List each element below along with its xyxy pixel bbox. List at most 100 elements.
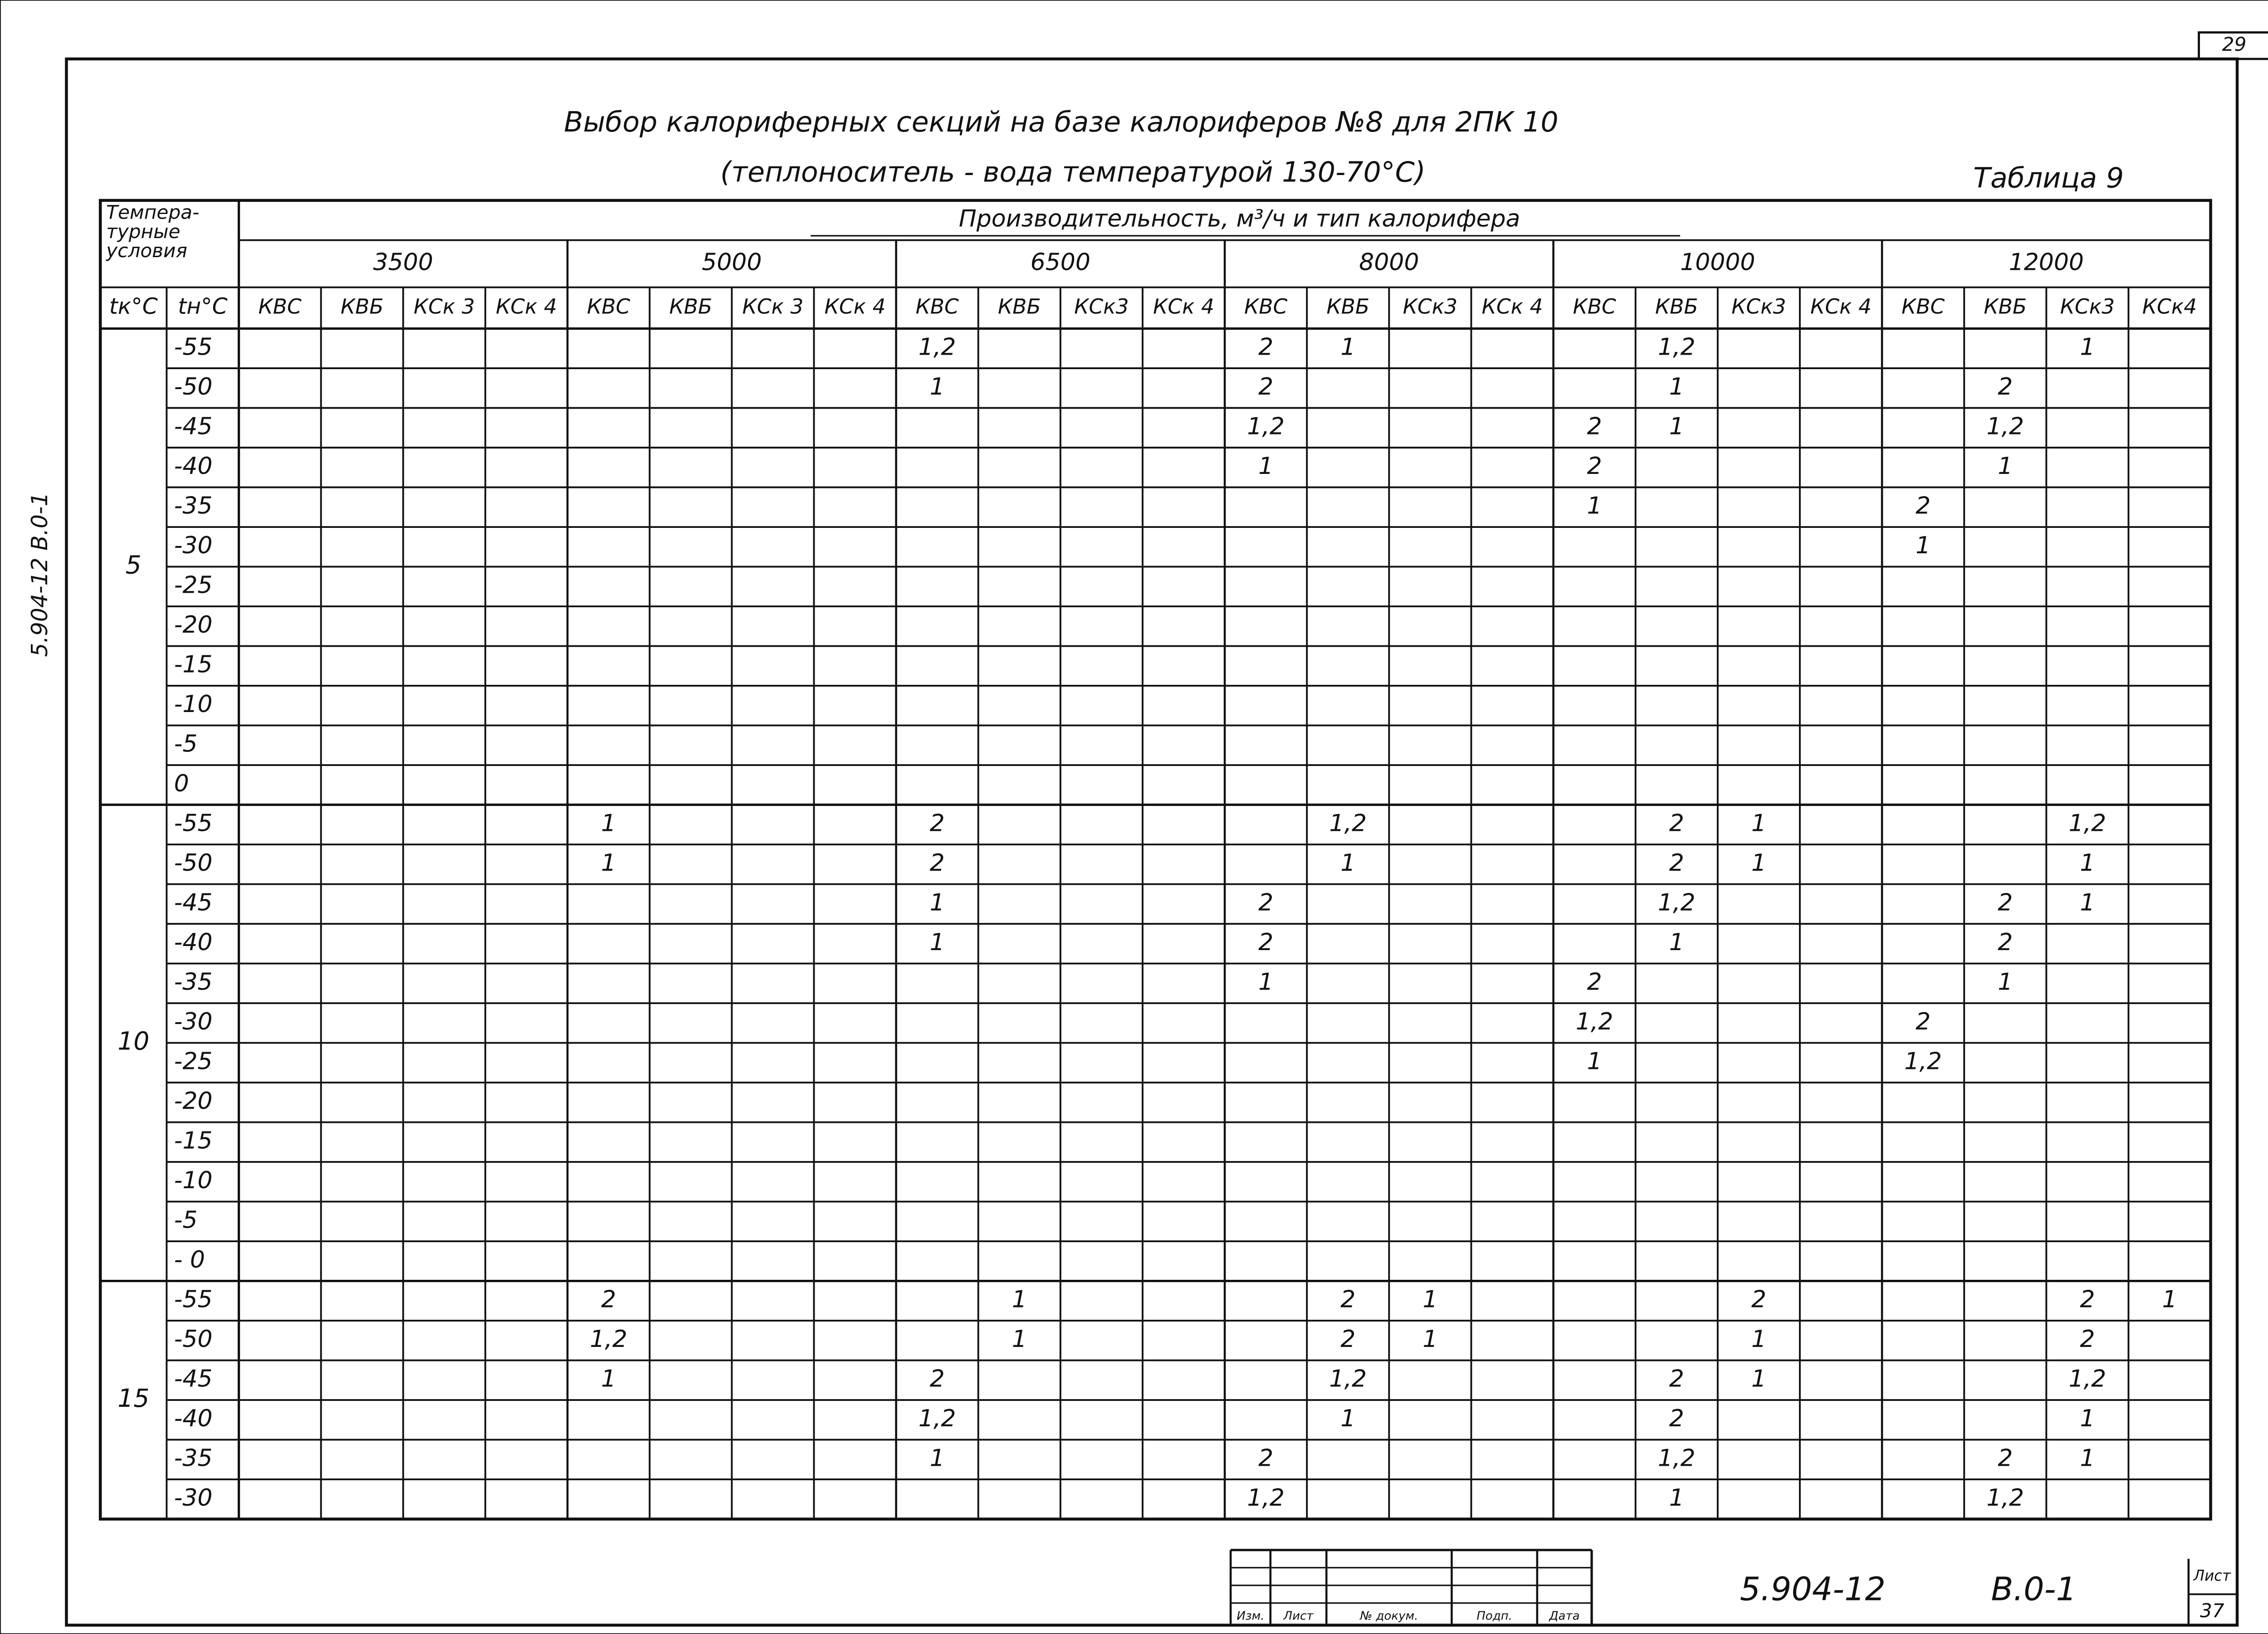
cell-value: 1,2 xyxy=(1576,1008,1613,1035)
type-header: КСк 4 xyxy=(825,295,886,319)
type-header: КВС xyxy=(587,295,630,319)
type-header: КВБ xyxy=(1984,295,2027,319)
tk-value: 10 xyxy=(117,1027,149,1056)
cell-value: 2 xyxy=(930,810,945,837)
stamp-label: № докум. xyxy=(1359,1610,1418,1623)
type-header: КВС xyxy=(1901,295,1945,319)
cell-value: 1 xyxy=(930,929,945,956)
sheet-number: 37 xyxy=(2200,1600,2224,1622)
flow-header: 8000 xyxy=(1359,249,1419,276)
tn-value: -45 xyxy=(174,413,213,440)
conditions-header: турные xyxy=(106,220,180,243)
cell-value: 1 xyxy=(1669,929,1684,956)
cell-value: 2 xyxy=(1587,453,1602,480)
table-border xyxy=(98,199,2212,1521)
page-number-box xyxy=(2198,31,2268,60)
tn-value: -35 xyxy=(174,968,213,995)
tk-value: 5 xyxy=(126,551,142,580)
cell-value: 2 xyxy=(1669,1365,1684,1392)
conditions-header: Темпера- xyxy=(106,201,199,224)
tn-value: 0 xyxy=(174,770,189,797)
tn-value: - 0 xyxy=(174,1246,205,1273)
cell-value: 1 xyxy=(1669,373,1684,400)
cell-value: 1 xyxy=(1258,968,1273,995)
cell-value: 1 xyxy=(1998,453,2013,480)
tn-value: -35 xyxy=(174,492,213,519)
stamp-label: Подп. xyxy=(1476,1610,1512,1623)
type-header: КВБ xyxy=(998,295,1041,319)
frame xyxy=(65,57,2239,1627)
cell-value: 2 xyxy=(1998,373,2013,400)
cell-value: 1,2 xyxy=(1658,333,1696,361)
cell-value: 1,2 xyxy=(1247,1484,1285,1512)
sheet-label: Лист xyxy=(2193,1567,2231,1584)
cell-value: 2 xyxy=(1751,1286,1766,1313)
type-header: КСк 4 xyxy=(1482,295,1543,319)
tn-value: -55 xyxy=(174,810,213,837)
type-header: КВБ xyxy=(341,295,384,319)
cell-value: 1 xyxy=(1340,1405,1355,1432)
type-header: КСк3 xyxy=(1074,295,1129,319)
cell-value: 1 xyxy=(1998,968,2013,995)
page-number: 29 xyxy=(2222,33,2247,55)
cell-value: 2 xyxy=(1998,929,2013,956)
table-label: Таблица 9 xyxy=(1973,161,2124,194)
doc-part: В.0-1 xyxy=(1991,1570,2076,1608)
cell-value: 1,2 xyxy=(1904,1048,1942,1075)
type-header: КВС xyxy=(259,295,302,319)
cell-value: 2 xyxy=(1258,929,1273,956)
cell-value: 1,2 xyxy=(1986,1484,2024,1512)
flow-header: 3500 xyxy=(373,249,433,276)
tn-value: -45 xyxy=(174,889,213,916)
side-code: 5.904-12 В.0-1 xyxy=(27,493,53,657)
tn-value: -50 xyxy=(174,373,213,400)
cell-value: 1 xyxy=(2080,1405,2095,1432)
capacity-header: Производительность, м³/ч и тип калорифер… xyxy=(959,205,1520,233)
tn-value: -45 xyxy=(174,1365,213,1392)
cell-value: 2 xyxy=(930,1365,945,1392)
flow-header: 6500 xyxy=(1031,249,1090,276)
doc-code: 5.904-12 xyxy=(1740,1570,1886,1608)
cell-value: 1 xyxy=(2080,889,2095,916)
conditions-header: условия xyxy=(105,239,187,262)
cell-value: 1 xyxy=(2080,333,2095,361)
cell-value: 2 xyxy=(2080,1326,2095,1353)
cell-value: 1 xyxy=(1422,1326,1437,1353)
cell-value: 1 xyxy=(1422,1286,1437,1313)
tk-header: tк°С xyxy=(109,294,158,319)
tn-value: -30 xyxy=(174,1484,213,1512)
cell-value: 1 xyxy=(601,810,616,837)
type-header: КСк 4 xyxy=(1153,295,1214,319)
cell-value: 2 xyxy=(2080,1286,2095,1313)
title: Выбор калориферных секций на базе калори… xyxy=(564,106,1558,138)
subtitle: (теплоноситель - вода температурой 130-7… xyxy=(720,156,1426,188)
tn-value: -40 xyxy=(174,453,213,480)
cell-value: 2 xyxy=(1916,1008,1931,1035)
tn-value: -15 xyxy=(174,651,213,678)
cell-value: 1 xyxy=(601,1365,616,1392)
tn-value: -35 xyxy=(174,1444,213,1472)
cell-value: 1 xyxy=(1012,1286,1027,1313)
cell-value: 2 xyxy=(1998,889,2013,916)
tn-value: -30 xyxy=(174,532,213,559)
cell-value: 1,2 xyxy=(1247,413,1285,440)
cell-value: 2 xyxy=(1669,849,1684,877)
tn-value: -10 xyxy=(174,1167,213,1194)
tn-value: -50 xyxy=(174,1326,213,1353)
tn-value: -40 xyxy=(174,1405,213,1432)
stamp-label: Дата xyxy=(1549,1610,1579,1623)
cell-value: 1 xyxy=(1012,1326,1027,1353)
flow-header: 10000 xyxy=(1680,249,1755,276)
cell-value: 1,2 xyxy=(1658,889,1696,916)
type-header: КВС xyxy=(916,295,959,319)
tn-value: -40 xyxy=(174,929,213,956)
cell-value: 2 xyxy=(1258,889,1273,916)
cell-value: 2 xyxy=(1340,1286,1355,1313)
tn-value: -10 xyxy=(174,691,213,718)
cell-value: 1,2 xyxy=(919,333,956,361)
cell-value: 1 xyxy=(2080,1444,2095,1472)
cell-value: 1 xyxy=(2162,1286,2177,1313)
cell-value: 1,2 xyxy=(919,1405,956,1432)
type-header: КВС xyxy=(1573,295,1616,319)
